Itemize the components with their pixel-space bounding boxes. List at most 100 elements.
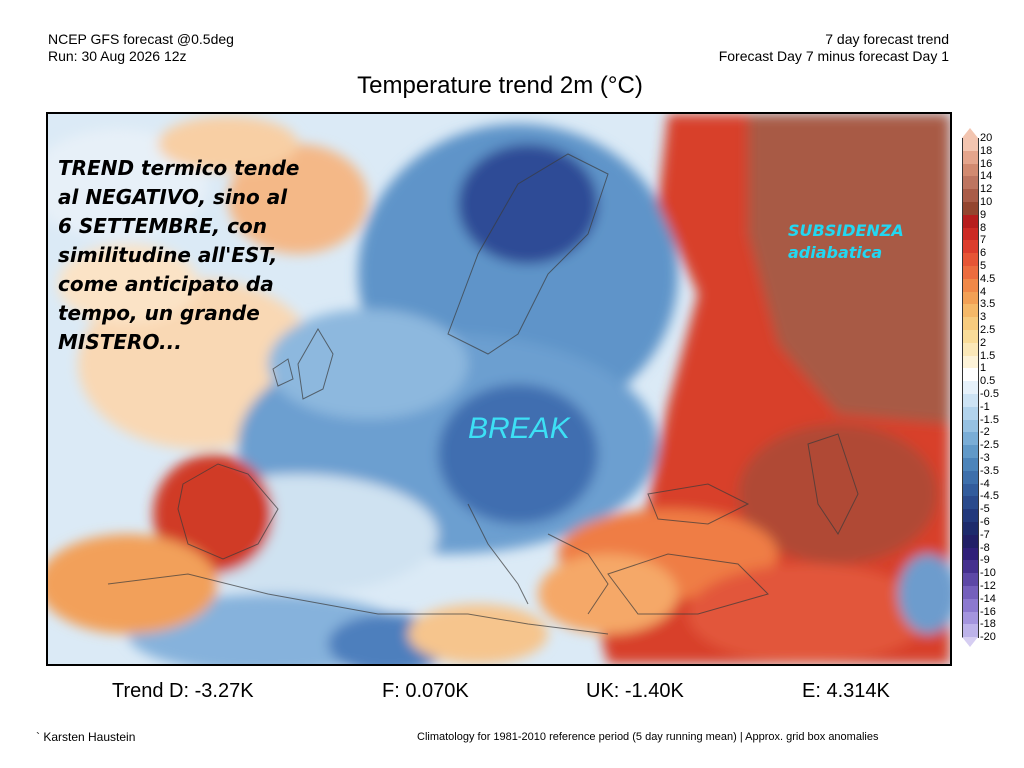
greece-warm xyxy=(538,554,678,634)
colorbar-tick-label: -16 xyxy=(980,605,996,618)
colorbar-tick-label: -18 xyxy=(980,618,996,631)
author-credit: ` Karsten Haustein xyxy=(36,730,136,744)
colorbar-tick-label: -0.5 xyxy=(980,388,999,400)
colorbar-swatch xyxy=(962,483,979,497)
colorbar-tick-label: -2 xyxy=(980,426,990,439)
colorbar-tick-label: 12 xyxy=(980,183,993,196)
atlantic-warm-patch-north xyxy=(158,116,298,172)
caspian-warm-core xyxy=(738,424,938,564)
colorbar-swatch xyxy=(962,458,979,472)
west-africa-warm xyxy=(48,534,218,634)
map-title: Temperature trend 2m (°C) xyxy=(357,72,643,99)
trend-d-stat: Trend D: -3.27K xyxy=(112,680,254,702)
balkan-cold-core xyxy=(438,384,598,524)
climatology-note: Climatology for 1981-2010 reference peri… xyxy=(417,731,879,743)
colorbar-swatch xyxy=(962,560,979,574)
colorbar-swatch xyxy=(962,509,979,523)
colorbar-tick-label: -1 xyxy=(980,400,990,413)
colorbar-legend: 20 18 16 14 12 10 9 8 7 6 5 4.5 4 3.5 3 2.5 2 1.5 1 0.5 -0.5… xyxy=(958,128,1024,652)
colorbar-swatch xyxy=(962,432,979,446)
italy-coast xyxy=(467,503,529,605)
colorbar-swatch xyxy=(962,368,979,382)
colorbar-tick-label: -6 xyxy=(980,516,990,528)
colorbar-swatch xyxy=(962,189,979,203)
colorbar-tick-label: -2.5 xyxy=(980,439,999,452)
balkans-coast xyxy=(547,533,609,615)
colorbar-tick-label: 10 xyxy=(980,196,993,208)
colorbar-swatch xyxy=(962,573,979,587)
colorbar-tick-label: -1.5 xyxy=(980,413,999,426)
colorbar-tick-label: 1 xyxy=(980,362,987,375)
colorbar-tick-label: 20 xyxy=(980,132,993,144)
break-annotation: BREAK xyxy=(468,412,570,445)
coastlines xyxy=(107,153,859,635)
colorbar-tick-label: -8 xyxy=(980,541,990,554)
colorbar-swatch xyxy=(962,304,979,318)
f-stat: F: 0.070K xyxy=(382,680,469,702)
colorbar-swatch xyxy=(962,586,979,600)
colorbar-swatch xyxy=(962,342,979,357)
header-right: 7 day forecast trend Forecast Day 7 minu… xyxy=(719,31,949,65)
colorbar-swatch xyxy=(962,522,979,536)
middle-east-warm xyxy=(688,564,928,664)
colorbar-top-arrow xyxy=(962,128,978,138)
colorbar-swatch xyxy=(962,611,979,625)
colorbar-tick-label: 7 xyxy=(980,234,987,247)
colorbar-swatch xyxy=(962,470,979,485)
colorbar-swatch xyxy=(962,163,979,177)
colorbar-swatch xyxy=(962,534,979,549)
colorbar-swatch xyxy=(962,419,979,433)
uk-stat: UK: -1.40K xyxy=(586,680,684,702)
colorbar-swatch xyxy=(962,330,979,344)
atlantic-warm-patch xyxy=(228,144,368,254)
colorbar-tick-label: 2.5 xyxy=(980,324,996,336)
colorbar-swatch xyxy=(962,176,979,190)
colorbar-tick-label: -3.5 xyxy=(980,464,999,477)
colorbar-swatch xyxy=(962,214,979,229)
colorbar-tick-label: -4.5 xyxy=(980,490,999,503)
colorbar-tick-label: 9 xyxy=(980,208,987,221)
colorbar-swatch xyxy=(962,406,979,421)
colorbar-swatch xyxy=(962,278,979,293)
colorbar-tick-label: -5 xyxy=(980,503,990,516)
colorbar-tick-label: -3 xyxy=(980,452,990,464)
colorbar-bottom-arrow xyxy=(962,637,978,648)
east-cool-pocket xyxy=(898,554,950,634)
atlantic-pale-warm xyxy=(58,244,198,324)
colorbar-swatch xyxy=(962,150,979,165)
caspian-coast xyxy=(807,433,859,535)
colorbar-tick-label: -10 xyxy=(980,567,996,580)
russia-warm-core xyxy=(748,114,950,424)
colorbar-swatch xyxy=(962,624,979,638)
colorbar-tick-label: 4 xyxy=(980,285,987,298)
colorbar-tick-label: -4 xyxy=(980,477,990,490)
product-label: 7 day forecast trend xyxy=(825,31,949,47)
colorbar-tick-label: 4.5 xyxy=(980,272,996,285)
colorbar-tick-label: 2 xyxy=(980,336,987,349)
colorbar-swatch xyxy=(962,547,979,561)
colorbar-swatch xyxy=(962,496,979,510)
iberia-coast xyxy=(177,463,279,560)
ireland-coast xyxy=(272,358,294,387)
header-left: NCEP GFS forecast @0.5deg Run: 30 Aug 20… xyxy=(48,31,234,65)
stats-row: Trend D: -3.27K F: 0.070K UK: -1.40K E: … xyxy=(0,680,1024,706)
colorbar-tick-label: 5 xyxy=(980,260,987,272)
colorbar-swatch xyxy=(962,394,979,408)
colorbar-swatch xyxy=(962,202,979,216)
colorbar-swatch xyxy=(962,445,979,459)
colorbar-swatch xyxy=(962,317,979,331)
colorbar-tick-label: 14 xyxy=(980,170,993,183)
colorbar-tick-label: 6 xyxy=(980,247,987,260)
colorbar-tick-label: 1.5 xyxy=(980,349,996,362)
colorbar-tick-label: 18 xyxy=(980,144,993,157)
scandinavia-cold-core xyxy=(458,144,598,264)
forecast-difference-label: Forecast Day 7 minus forecast Day 1 xyxy=(718,48,949,64)
anomaly-map: TREND termico tende al NEGATIVO, sino al… xyxy=(46,112,952,666)
libya-warm xyxy=(408,604,548,664)
colorbar-swatch xyxy=(962,253,979,267)
trend-annotation: TREND termico tende al NEGATIVO, sino al… xyxy=(58,156,300,354)
colorbar-tick-label: -20 xyxy=(980,631,996,644)
e-stat: E: 4.314K xyxy=(802,680,890,702)
colorbar-tick-label: 3 xyxy=(980,311,987,324)
colorbar-swatch xyxy=(962,598,979,613)
